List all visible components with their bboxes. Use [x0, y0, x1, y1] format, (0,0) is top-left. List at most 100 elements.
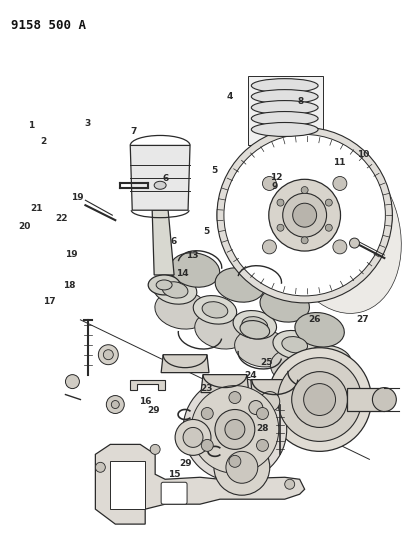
Ellipse shape — [251, 111, 318, 125]
Circle shape — [242, 393, 270, 422]
Circle shape — [175, 419, 211, 455]
Ellipse shape — [271, 349, 325, 387]
Text: 15: 15 — [168, 470, 180, 479]
Ellipse shape — [202, 302, 228, 318]
Circle shape — [112, 400, 119, 408]
Circle shape — [65, 375, 80, 389]
Circle shape — [304, 384, 336, 416]
Circle shape — [225, 419, 245, 439]
Circle shape — [150, 445, 160, 454]
Text: 12: 12 — [270, 173, 283, 182]
Polygon shape — [110, 462, 145, 509]
Circle shape — [226, 451, 258, 483]
Circle shape — [257, 408, 269, 419]
Circle shape — [229, 392, 241, 403]
Circle shape — [325, 224, 332, 231]
Polygon shape — [248, 76, 322, 146]
Ellipse shape — [195, 311, 249, 349]
Circle shape — [98, 345, 118, 365]
Circle shape — [268, 348, 371, 451]
Circle shape — [183, 427, 203, 447]
Text: 26: 26 — [309, 315, 321, 324]
Circle shape — [106, 395, 124, 414]
Text: 21: 21 — [31, 204, 43, 213]
Text: 16: 16 — [139, 398, 151, 407]
Text: 8: 8 — [297, 98, 304, 107]
Polygon shape — [130, 379, 165, 390]
Ellipse shape — [215, 268, 265, 302]
Text: 22: 22 — [55, 214, 67, 223]
Text: 2: 2 — [40, 137, 46, 146]
Circle shape — [263, 176, 276, 190]
Text: 24: 24 — [244, 371, 257, 380]
Polygon shape — [130, 146, 190, 210]
Circle shape — [269, 179, 341, 251]
Circle shape — [217, 127, 392, 303]
Text: 6: 6 — [171, 237, 177, 246]
Text: 27: 27 — [357, 315, 369, 324]
Circle shape — [103, 350, 113, 360]
Circle shape — [183, 377, 287, 481]
Ellipse shape — [148, 275, 180, 295]
Circle shape — [215, 409, 255, 449]
Text: 9158 500 A: 9158 500 A — [11, 19, 86, 32]
Ellipse shape — [217, 141, 392, 290]
Circle shape — [301, 187, 308, 193]
Circle shape — [224, 134, 385, 296]
Text: 5: 5 — [203, 228, 209, 237]
Circle shape — [325, 199, 332, 206]
Circle shape — [285, 479, 295, 489]
Polygon shape — [201, 375, 249, 393]
Polygon shape — [251, 379, 299, 405]
Ellipse shape — [242, 317, 268, 333]
Ellipse shape — [233, 311, 277, 339]
Polygon shape — [152, 210, 174, 275]
Text: 9: 9 — [271, 182, 278, 191]
Ellipse shape — [308, 345, 351, 374]
Polygon shape — [95, 445, 305, 524]
Circle shape — [372, 387, 396, 411]
Ellipse shape — [156, 280, 172, 290]
Circle shape — [301, 237, 308, 244]
Ellipse shape — [154, 181, 166, 189]
Text: 19: 19 — [65, 251, 78, 260]
Circle shape — [95, 462, 105, 472]
Circle shape — [292, 372, 347, 427]
Text: 28: 28 — [256, 424, 269, 433]
Circle shape — [260, 392, 280, 411]
Circle shape — [191, 385, 279, 473]
Ellipse shape — [317, 351, 343, 368]
Circle shape — [214, 439, 270, 495]
Text: 20: 20 — [18, 222, 30, 231]
Ellipse shape — [251, 101, 318, 115]
Text: 18: 18 — [63, 280, 76, 289]
Text: 19: 19 — [71, 193, 84, 202]
Text: 6: 6 — [163, 174, 169, 183]
Ellipse shape — [251, 123, 318, 136]
Circle shape — [333, 176, 347, 190]
Ellipse shape — [251, 90, 318, 103]
Circle shape — [277, 224, 284, 231]
Ellipse shape — [154, 276, 197, 304]
Circle shape — [257, 439, 269, 451]
Polygon shape — [347, 387, 384, 411]
Circle shape — [283, 193, 326, 237]
Ellipse shape — [282, 336, 307, 353]
Text: 13: 13 — [186, 252, 198, 261]
Text: 5: 5 — [211, 166, 217, 175]
Ellipse shape — [162, 282, 188, 298]
Ellipse shape — [240, 320, 269, 339]
Ellipse shape — [155, 290, 209, 329]
Circle shape — [333, 240, 347, 254]
Text: 10: 10 — [357, 150, 369, 159]
Circle shape — [278, 358, 362, 441]
Circle shape — [349, 238, 360, 248]
FancyBboxPatch shape — [161, 482, 187, 504]
Ellipse shape — [273, 330, 316, 359]
Text: 1: 1 — [28, 121, 34, 130]
Circle shape — [201, 439, 213, 451]
Text: 4: 4 — [227, 92, 234, 101]
Ellipse shape — [295, 312, 344, 347]
Text: 17: 17 — [43, 296, 55, 305]
Ellipse shape — [170, 253, 220, 287]
